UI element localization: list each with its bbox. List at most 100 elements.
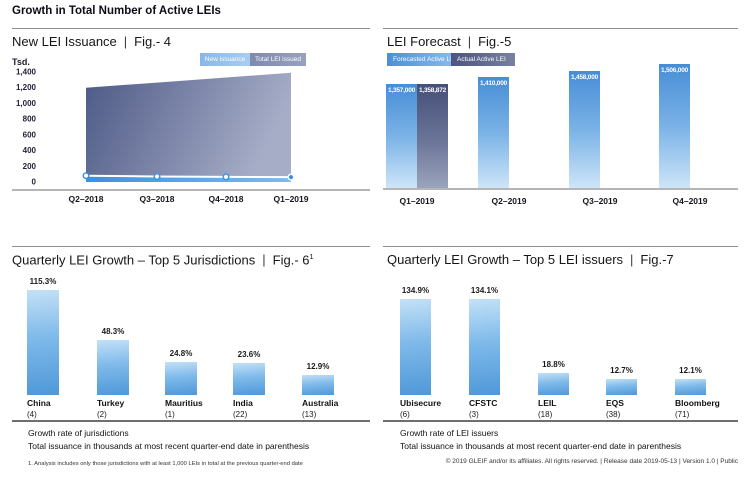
- fig5-title-text: LEI Forecast: [387, 34, 461, 49]
- divider-mid-right: [383, 246, 738, 247]
- fig7-baseline-rule: [383, 420, 738, 422]
- fig7-title-text: Quarterly LEI Growth – Top 5 LEI issuers: [387, 252, 624, 267]
- panel-top5-jurisdictions: Quarterly LEI Growth – Top 5 Jurisdictio…: [12, 242, 370, 479]
- fig4-data-marker: [287, 173, 295, 181]
- fig4-ytick: 0: [32, 178, 37, 187]
- fig4-ytick: 1,200: [16, 83, 37, 92]
- bar-mauritius: [165, 362, 197, 395]
- fig6-number: Fig.- 6: [272, 252, 310, 268]
- page-title: Growth in Total Number of Active LEIs: [12, 5, 221, 17]
- legend-item-new-issuance: New issuance: [200, 53, 250, 66]
- bar-china: [27, 290, 59, 395]
- bar-value-label: 23.6%: [237, 350, 261, 359]
- panel-top5-lei-issuers: Quarterly LEI Growth – Top 5 LEI issuers…: [383, 242, 738, 479]
- bar-category-count: (4): [27, 410, 37, 419]
- fig5-bar-value-label: 1,410,000: [479, 80, 508, 88]
- bar-cfstc: [469, 299, 500, 395]
- pipe-separator: |: [467, 34, 472, 49]
- fig4-xlabel: Q4–2018: [209, 194, 244, 204]
- bar-category-name: Ubisecure: [400, 398, 442, 408]
- bar-value-label: 12.1%: [679, 366, 702, 375]
- fig4-xlabel: Q3–2018: [140, 194, 175, 204]
- bar-value-label: 134.1%: [470, 286, 499, 295]
- fig5-category-label: Q4–2019: [672, 196, 708, 206]
- fig4-xlabel: Q1–2019: [274, 194, 309, 204]
- fig5-bar-forecast-4: 1,506,000: [659, 64, 690, 188]
- bar-leil: [538, 373, 569, 395]
- pipe-separator: |: [123, 34, 128, 49]
- fig4-ytick: 600: [23, 130, 37, 139]
- fig4-legend: New issuance Total LEI issued: [200, 53, 306, 66]
- panel-new-lei-issuance: New LEI Issuance | Fig.- 4 Tsd. New issuan…: [12, 24, 370, 238]
- bar-category-name: LEIL: [538, 398, 557, 408]
- divider-top-right: [383, 28, 738, 29]
- fig5-title: LEI Forecast | Fig.-5: [387, 34, 511, 49]
- bar-category-name: CFSTC: [469, 398, 498, 408]
- legend-item-actual-active-lei: Actual Active LEI: [451, 53, 515, 66]
- divider-mid-left: [12, 246, 370, 247]
- fig7-axis-labels: Ubisecure (6) CFSTC (3) LEIL (18) EQS (38) Bloom…: [383, 398, 738, 424]
- bar-value-label: 18.8%: [542, 360, 565, 369]
- bar-category-name: India: [233, 398, 253, 408]
- bar-value-label: 115.3%: [29, 277, 57, 286]
- copyright-footer: © 2019 GLEIF and/or its affiliates. All …: [445, 458, 738, 465]
- fig5-bar-forecast-1: 1,357,000: [386, 84, 417, 188]
- pipe-separator: |: [262, 252, 266, 268]
- fig4-xlabel: Q2–2018: [69, 194, 104, 204]
- fig4-ytick: 200: [23, 162, 37, 171]
- bar-category-count: (13): [302, 410, 317, 419]
- fig5-category-labels: Q1–2019 Q2–2019 Q3–2019 Q4–2019: [383, 196, 738, 208]
- fig7-note-issuance: Total issuance in thousands at most rece…: [400, 441, 682, 451]
- fig4-ytick: 1,400: [16, 68, 37, 77]
- bar-category-count: (71): [675, 410, 690, 419]
- bar-value-label: 12.7%: [610, 366, 633, 375]
- fig4-ytick: 800: [23, 115, 37, 124]
- divider-top-left: [12, 28, 370, 29]
- legend-item-total-lei-issued: Total LEI issued: [250, 53, 306, 66]
- pipe-separator: |: [630, 252, 634, 267]
- legend-item-forecasted-active-lei: Forecasted Active LEI: [387, 53, 456, 66]
- fig5-category-label: Q3–2019: [582, 196, 618, 206]
- fig6-title: Quarterly LEI Growth – Top 5 Jurisdictio…: [12, 252, 314, 267]
- fig7-number: Fig.-7: [640, 252, 674, 267]
- fig4-total-issued-area: [86, 72, 291, 178]
- fig5-category-label: Q1–2019: [399, 196, 435, 206]
- bar-category-count: (6): [400, 410, 410, 419]
- fig4-ytick: 400: [23, 146, 37, 155]
- fig5-number: Fig.-5: [478, 34, 512, 49]
- bar-category-count: (1): [165, 410, 175, 419]
- fig6-title-text: Quarterly LEI Growth – Top 5 Jurisdictio…: [12, 252, 256, 268]
- fig4-area-chart: 0 200 400 600 800 1,000 1,200 1,400 Q2–2018 Q3–20…: [12, 68, 370, 204]
- fig5-category-label: Q2–2019: [491, 196, 527, 206]
- bar-category-name: Mauritius: [165, 398, 203, 408]
- bar-value-label: 134.9%: [401, 286, 430, 295]
- fig5-bar-value-label: 1,458,000: [570, 73, 599, 81]
- bar-category-count: (22): [233, 410, 248, 419]
- fig5-bar-value-label: 1,357,000: [387, 87, 416, 95]
- fig4-title: New LEI Issuance | Fig.- 4: [12, 34, 171, 49]
- bar-category-count: (18): [538, 410, 553, 419]
- fig6-footnote: 1. Analysis includes only those jurisdic…: [28, 461, 303, 467]
- bar-category-name: EQS: [606, 398, 624, 408]
- fig4-title-text: New LEI Issuance: [12, 34, 117, 49]
- panel-lei-forecast: LEI Forecast | Fig.-5 Forecasted Active LE…: [383, 24, 738, 238]
- bar-australia: [302, 375, 334, 395]
- fig6-baseline-rule: [12, 420, 370, 422]
- fig5-bar-forecast-3: 1,458,000: [569, 70, 600, 188]
- fig4-new-issuance-line: [85, 174, 292, 179]
- fig4-unit-label: Tsd.: [12, 57, 30, 67]
- bar-category-name: Turkey: [97, 398, 125, 408]
- fig6-footnote-marker: 1: [309, 252, 314, 261]
- bar-category-name: China: [27, 398, 51, 408]
- fig5-bar-value-label: 1,506,000: [660, 67, 689, 74]
- fig5-bar-chart: 1,357,000 1,358,872 1,410,000 1,458,000 1,50…: [383, 64, 738, 190]
- bar-category-name: Australia: [302, 398, 339, 408]
- fig7-bar-chart: 134.9% 134.1% 18.8% 12.7% 12.1%: [383, 265, 738, 395]
- bar-bloomberg: [675, 379, 706, 395]
- fig4-number: Fig.- 4: [134, 34, 172, 49]
- fig4-ytick: 1,000: [16, 99, 37, 108]
- fig6-bar-chart: 115.3% 48.3% 24.8% 23.6% 12.9%: [12, 265, 370, 395]
- bar-ubisecure: [400, 299, 431, 395]
- bar-value-label: 24.8%: [169, 349, 193, 358]
